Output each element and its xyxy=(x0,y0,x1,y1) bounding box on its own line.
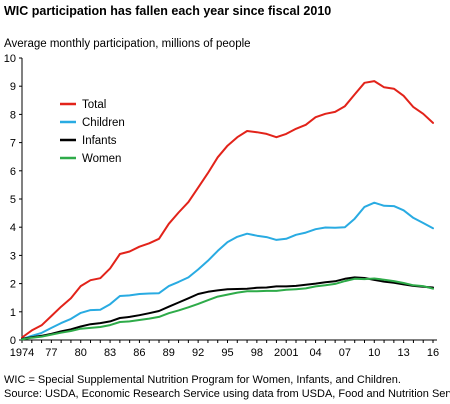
x-tick-label: 10 xyxy=(368,347,380,359)
x-tick-label: 16 xyxy=(427,347,439,359)
y-tick-label: 1 xyxy=(10,307,16,319)
footnote-definition: WIC = Special Supplemental Nutrition Pro… xyxy=(4,374,401,386)
x-tick-label: 98 xyxy=(251,347,263,359)
x-tick-label: 89 xyxy=(163,347,175,359)
chart-series xyxy=(21,80,434,341)
y-tick-label: 10 xyxy=(4,53,16,65)
legend-label-total: Total xyxy=(82,99,106,111)
y-tick-label: 6 xyxy=(10,166,16,178)
y-axis-label: Average monthly participation, millions … xyxy=(4,38,251,50)
x-tick-label: 83 xyxy=(104,347,116,359)
x-tick-label: 95 xyxy=(221,347,233,359)
x-tick-label: 13 xyxy=(398,347,410,359)
y-tick-label: 7 xyxy=(10,138,16,150)
x-tick-label: 07 xyxy=(339,347,351,359)
x-tick-label: 1974 xyxy=(10,347,34,359)
x-tick-label: 2001 xyxy=(274,347,298,359)
x-tick-label: 92 xyxy=(192,347,204,359)
y-tick-label: 4 xyxy=(10,222,16,234)
y-tick-label: 8 xyxy=(10,109,16,121)
series-line-women xyxy=(21,277,434,341)
y-tick-label: 9 xyxy=(10,81,16,93)
x-tick-label: 86 xyxy=(133,347,145,359)
x-tick-label: 04 xyxy=(309,347,321,359)
x-tick-label: 80 xyxy=(75,347,87,359)
series-line-children xyxy=(21,201,434,341)
series-line-infants xyxy=(21,276,434,340)
legend-label-women: Women xyxy=(82,153,121,165)
footnote-source: Source: USDA, Economic Research Service … xyxy=(4,388,450,400)
footnote: WIC = Special Supplemental Nutrition Pro… xyxy=(4,373,450,401)
chart-legend: Total Children Infants Women xyxy=(60,99,125,165)
chart-title: WIC participation has fallen each year s… xyxy=(4,4,332,18)
y-tick-label: 0 xyxy=(10,335,16,347)
legend-label-infants: Infants xyxy=(82,135,117,147)
y-tick-label: 2 xyxy=(10,279,16,291)
series-line-total xyxy=(21,80,434,339)
legend-label-children: Children xyxy=(82,117,125,129)
y-tick-label: 3 xyxy=(10,250,16,262)
y-tick-label: 5 xyxy=(10,194,16,206)
x-tick-label: 77 xyxy=(45,347,57,359)
